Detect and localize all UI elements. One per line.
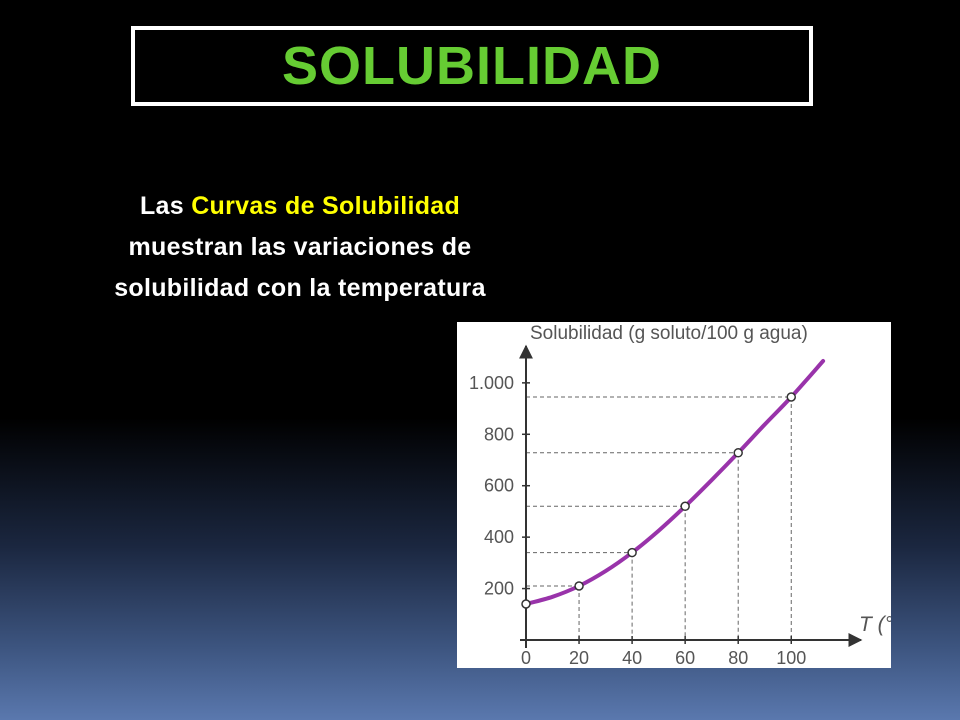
data-point: [521, 599, 531, 609]
data-point: [733, 448, 743, 458]
description-highlight: Curvas de Solubilidad: [191, 192, 461, 220]
data-point: [574, 581, 584, 591]
y-tick-label: 800: [484, 424, 514, 444]
data-points: [521, 392, 797, 609]
chart-canvas: 0 20 40 60 80 100 200 400 600 800 1.000 Solubilida…: [469, 323, 891, 668]
x-tick-label: 40: [622, 648, 642, 668]
axis-ticks: 0 20 40 60 80 100 200 400 600 800 1.000: [469, 373, 806, 668]
title-box: SOLUBILIDAD: [131, 26, 813, 106]
x-tick-label: 0: [521, 648, 531, 668]
description-lead: Las: [139, 192, 192, 220]
solubility-chart: 0 20 40 60 80 100 200 400 600 800 1.000 Solubilida…: [457, 322, 891, 668]
description-rest: muestran las variaciones de solubilidad …: [114, 233, 486, 302]
data-point: [680, 501, 690, 512]
x-tick-label: 60: [675, 648, 695, 668]
y-axis-label: Solubilidad (g soluto/100 g agua): [530, 323, 808, 344]
x-axis-label: T (°: [859, 613, 891, 636]
y-tick-label: 600: [484, 476, 514, 496]
y-tick-label: 400: [484, 527, 514, 547]
x-tick-label: 80: [728, 648, 748, 668]
slide-title: SOLUBILIDAD: [282, 36, 662, 96]
x-tick-label: 20: [569, 648, 589, 668]
y-tick-label: 1.000: [469, 373, 514, 393]
x-tick-label: 100: [776, 648, 806, 668]
dashed-guides: [526, 396, 792, 640]
y-tick-label: 200: [484, 579, 514, 599]
data-point: [627, 547, 637, 558]
data-point: [786, 392, 797, 402]
slide-description: Las Curvas de Solubilidad muestran las v…: [88, 186, 512, 309]
